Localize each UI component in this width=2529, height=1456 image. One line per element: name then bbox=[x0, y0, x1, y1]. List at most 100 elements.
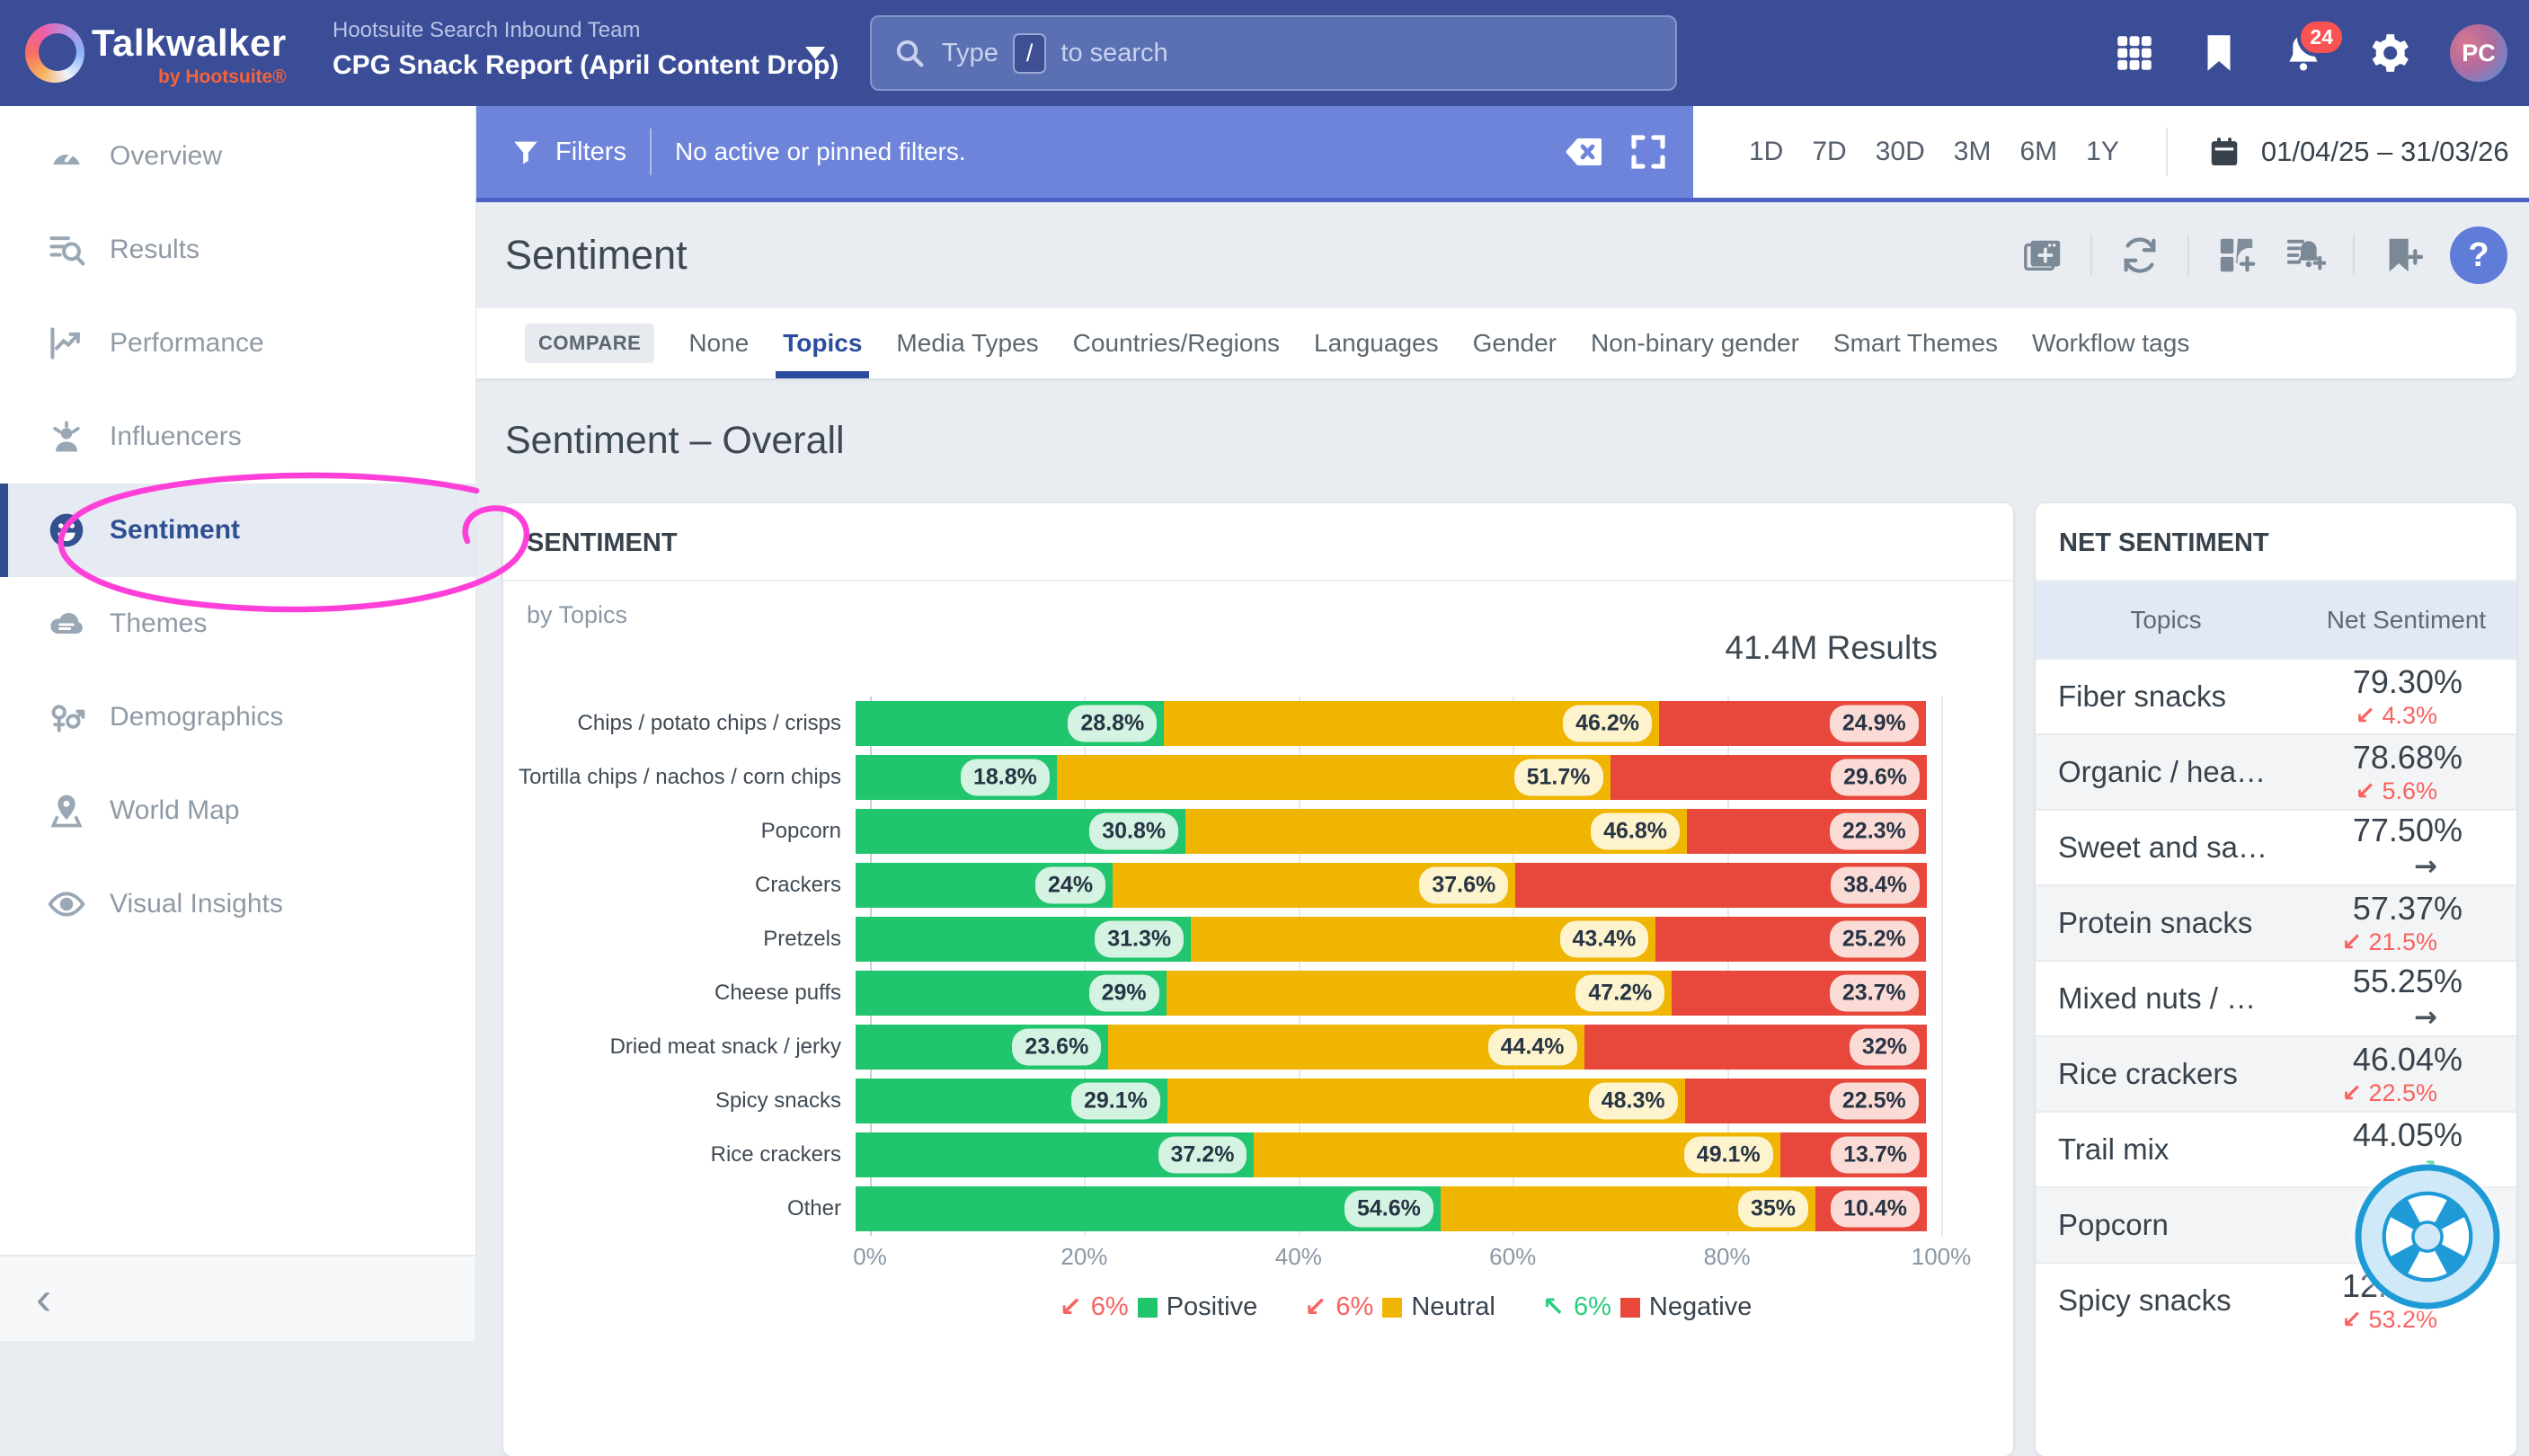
bar-segment-neutral[interactable]: 35% bbox=[1440, 1186, 1816, 1231]
notifications-bell-icon[interactable]: 24 bbox=[2281, 18, 2346, 75]
range-1d[interactable]: 1D bbox=[1749, 137, 1784, 166]
tab-smart-themes[interactable]: Smart Themes bbox=[1832, 329, 1999, 357]
add-to-dashboard-icon[interactable] bbox=[2022, 235, 2063, 276]
category-label: Dried meat snack / jerky bbox=[609, 1034, 841, 1059]
bar-segment-neutral[interactable]: 37.6% bbox=[1113, 863, 1516, 908]
bookmark-icon[interactable] bbox=[2196, 31, 2241, 75]
date-range-picker[interactable]: 01/04/25 – 31/03/26 bbox=[2207, 135, 2509, 169]
chart-legend: ↙ 6% Positive ↙ 6% Neutral ↖ 6% Negative bbox=[870, 1292, 1941, 1323]
filters-button[interactable]: Filters bbox=[510, 137, 626, 167]
legend-negative[interactable]: ↖ 6% Negative bbox=[1542, 1292, 1753, 1323]
compare-chip[interactable]: COMPARE bbox=[525, 324, 655, 363]
talkwalker-logo-icon bbox=[25, 23, 84, 83]
sidebar-item-performance[interactable]: Performance bbox=[0, 297, 475, 390]
range-6m[interactable]: 6M bbox=[2019, 137, 2058, 166]
trend-down-indicator: ↙ 53.2% bbox=[2341, 1305, 2437, 1334]
themes-cloud-icon bbox=[50, 613, 83, 635]
tab-media-types[interactable]: Media Types bbox=[896, 329, 1039, 357]
bar-segment-neutral[interactable]: 48.3% bbox=[1167, 1079, 1685, 1123]
bar-segment-negative[interactable]: 24.9% bbox=[1658, 701, 1926, 746]
tab-countries-regions[interactable]: Countries/Regions bbox=[1072, 329, 1281, 357]
sidebar-item-visual-insights[interactable]: Visual Insights bbox=[0, 857, 475, 951]
bar-segment-positive[interactable]: 18.8% bbox=[856, 755, 1057, 800]
bar-segment-positive[interactable]: 29.1% bbox=[856, 1079, 1167, 1123]
search-placeholder-suffix: to search bbox=[1060, 38, 1168, 67]
bar-segment-negative[interactable]: 10.4% bbox=[1815, 1186, 1927, 1231]
stacked-bar: 18.8% 51.7% 29.6% bbox=[856, 755, 1927, 800]
range-1y[interactable]: 1Y bbox=[2086, 137, 2119, 166]
sidebar-item-demographics[interactable]: Demographics bbox=[0, 670, 475, 764]
net-sentiment-row[interactable]: Fiber snacks 79.30% ↙ 4.3% bbox=[2036, 658, 2516, 733]
help-button[interactable]: ? bbox=[2450, 226, 2507, 284]
project-selector[interactable]: Hootsuite Search Inbound Team CPG Snack … bbox=[333, 18, 839, 81]
sidebar-item-sentiment[interactable]: Sentiment bbox=[0, 484, 475, 577]
net-sentiment-row[interactable]: Organic / hea… 78.68% ↙ 5.6% bbox=[2036, 733, 2516, 809]
tab-gender[interactable]: Gender bbox=[1472, 329, 1557, 357]
bar-segment-negative[interactable]: 25.2% bbox=[1655, 917, 1926, 962]
tab-topics[interactable]: Topics bbox=[776, 308, 870, 378]
clear-filters-icon[interactable] bbox=[1562, 130, 1605, 173]
add-widget-icon[interactable] bbox=[2216, 235, 2258, 276]
net-sentiment-row[interactable]: Protein snacks 57.37% ↙ 21.5% bbox=[2036, 884, 2516, 960]
net-sentiment-row[interactable]: Rice crackers 46.04% ↙ 22.5% bbox=[2036, 1035, 2516, 1111]
fullscreen-icon[interactable] bbox=[1627, 130, 1670, 173]
tab-workflow-tags[interactable]: Workflow tags bbox=[2032, 329, 2190, 357]
bar-segment-positive[interactable]: 24% bbox=[856, 863, 1114, 908]
legend-neutral[interactable]: ↙ 6% Neutral bbox=[1304, 1292, 1495, 1323]
bar-segment-neutral[interactable]: 46.2% bbox=[1164, 701, 1659, 746]
chart-row: Rice crackers 37.2% 49.1% 13.7% bbox=[503, 1128, 1977, 1182]
sidebar-item-overview[interactable]: Overview bbox=[0, 110, 475, 203]
bar-segment-neutral[interactable]: 51.7% bbox=[1056, 755, 1611, 800]
bar-segment-neutral[interactable]: 49.1% bbox=[1254, 1132, 1780, 1177]
sidebar-item-influencers[interactable]: Influencers bbox=[0, 390, 475, 484]
collapse-sidebar-button[interactable]: ‹ bbox=[36, 1273, 52, 1325]
net-sentiment-row[interactable]: Mixed nuts / … 55.25% → bbox=[2036, 960, 2516, 1035]
legend-positive[interactable]: ↙ 6% Positive bbox=[1060, 1292, 1258, 1323]
net-sentiment-row[interactable]: Sweet and sa… 77.50% → bbox=[2036, 809, 2516, 884]
tab-none[interactable]: None bbox=[688, 329, 750, 357]
add-bookmark-icon[interactable] bbox=[2382, 235, 2423, 276]
bar-segment-positive[interactable]: 28.8% bbox=[856, 701, 1165, 746]
range-7d[interactable]: 7D bbox=[1812, 137, 1847, 166]
range-3m[interactable]: 3M bbox=[1953, 137, 1992, 166]
sidebar-item-themes[interactable]: Themes bbox=[0, 577, 475, 670]
bar-segment-positive[interactable]: 30.8% bbox=[856, 809, 1186, 854]
sidebar-item-results[interactable]: Results bbox=[0, 203, 475, 297]
sidebar-item-label: Performance bbox=[110, 328, 264, 358]
bar-segment-negative[interactable]: 22.3% bbox=[1686, 809, 1926, 854]
bar-segment-negative[interactable]: 29.6% bbox=[1610, 755, 1927, 800]
user-avatar[interactable]: PC bbox=[2450, 24, 2507, 82]
refresh-icon[interactable] bbox=[2119, 235, 2161, 276]
chevron-down-icon[interactable] bbox=[805, 47, 825, 59]
calendar-icon bbox=[2211, 138, 2238, 166]
range-30d[interactable]: 30D bbox=[1875, 137, 1925, 166]
tab-non-binary-gender[interactable]: Non-binary gender bbox=[1591, 329, 1799, 357]
category-label: Spicy snacks bbox=[714, 1088, 841, 1113]
bar-segment-negative[interactable]: 22.5% bbox=[1684, 1079, 1926, 1123]
gender-symbols-icon bbox=[51, 705, 85, 732]
sentiment-chart-card: SENTIMENT by Topics 41.4M Results Chips … bbox=[503, 503, 2013, 1456]
wheel-widget-button[interactable] bbox=[2352, 1161, 2503, 1312]
bar-segment-neutral[interactable]: 47.2% bbox=[1166, 971, 1673, 1016]
bar-segment-negative[interactable]: 38.4% bbox=[1515, 863, 1927, 908]
search-input[interactable]: Type / to search bbox=[870, 15, 1677, 91]
bar-segment-negative[interactable]: 23.7% bbox=[1672, 971, 1926, 1016]
settings-gear-icon[interactable] bbox=[2365, 31, 2410, 75]
sidebar-item-world-map[interactable]: World Map bbox=[0, 764, 475, 857]
bar-segment-positive[interactable]: 37.2% bbox=[856, 1132, 1255, 1177]
add-alert-report-icon[interactable] bbox=[2285, 235, 2326, 276]
bar-segment-neutral[interactable]: 43.4% bbox=[1191, 917, 1656, 962]
bar-segment-positive[interactable]: 29% bbox=[856, 971, 1167, 1016]
bar-segment-neutral[interactable]: 44.4% bbox=[1108, 1025, 1584, 1070]
bar-segment-positive[interactable]: 54.6% bbox=[856, 1186, 1441, 1231]
stacked-bar: 54.6% 35% 10.4% bbox=[856, 1186, 1927, 1231]
tab-languages[interactable]: Languages bbox=[1314, 329, 1439, 357]
bar-segment-negative[interactable]: 13.7% bbox=[1779, 1132, 1927, 1177]
bar-segment-negative[interactable]: 32% bbox=[1584, 1025, 1927, 1070]
filter-funnel-icon bbox=[514, 141, 537, 164]
bar-segment-positive[interactable]: 23.6% bbox=[856, 1025, 1109, 1070]
apps-grid-icon[interactable] bbox=[2112, 31, 2157, 75]
bar-segment-neutral[interactable]: 46.8% bbox=[1185, 809, 1687, 854]
bar-segment-positive[interactable]: 31.3% bbox=[856, 917, 1192, 962]
